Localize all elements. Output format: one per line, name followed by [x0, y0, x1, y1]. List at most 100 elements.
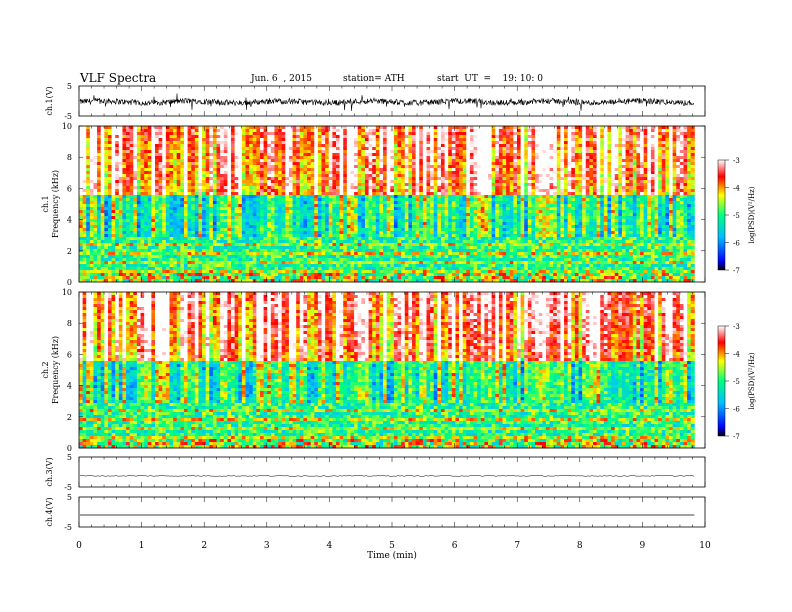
spectrogram-cell-1	[86, 264, 91, 268]
spectrogram-cell-1	[82, 237, 87, 241]
spectrogram-cell-1	[245, 156, 250, 160]
spectrogram-cell-1	[136, 252, 141, 256]
spectrogram-cell-1	[361, 186, 366, 190]
spectrogram-cell-1	[263, 246, 268, 250]
spectrogram-cell-1	[386, 159, 391, 163]
spectrogram-cell-1	[422, 135, 427, 139]
spectrogram-cell-1	[231, 186, 236, 190]
spectrogram-cell-1	[404, 165, 409, 169]
spectrogram-cell-1	[267, 192, 272, 196]
spectrogram-cell-1	[129, 183, 134, 187]
spectrogram-cell-1	[419, 159, 424, 163]
spectrogram-cell-1	[256, 270, 261, 274]
spectrogram-cell-1	[256, 150, 261, 154]
spectrogram-cell-1	[415, 129, 420, 133]
spectrogram-cell-1	[238, 201, 243, 205]
spectrogram-cell-1	[404, 219, 409, 223]
spectrogram-cell-1	[249, 141, 254, 145]
spectrogram-cell-1	[383, 228, 388, 232]
spectrogram-cell-1	[267, 207, 272, 211]
spectrogram-cell-1	[162, 213, 167, 217]
spectrogram-cell-1	[89, 276, 94, 280]
spectrogram-cell-1	[82, 255, 87, 259]
spectrogram-cell-1	[245, 198, 250, 202]
spectrogram-cell-1	[86, 186, 91, 190]
spectrogram-cell-1	[390, 261, 395, 265]
spectrogram-cell-1	[97, 126, 102, 130]
spectrogram-cell-1	[314, 204, 319, 208]
spectrogram-cell-1	[122, 243, 127, 247]
spectrogram-cell-1	[205, 129, 210, 133]
spectrogram-cell-1	[205, 249, 210, 253]
spectrogram-cell-1	[136, 249, 141, 253]
spectrogram-cell-1	[202, 270, 207, 274]
spectrogram-cell-1	[205, 150, 210, 154]
spectrogram-cell-1	[209, 222, 214, 226]
spectrogram-cell-1	[144, 129, 149, 133]
spectrogram-cell-1	[176, 228, 181, 232]
spectrogram-cell-1	[332, 150, 337, 154]
spectrogram-cell-1	[317, 141, 322, 145]
spectrogram-cell-1	[404, 192, 409, 196]
spectrogram-cell-1	[299, 267, 304, 271]
spectrogram-cell-1	[332, 168, 337, 172]
spectrogram-cell-1	[332, 210, 337, 214]
spectrogram-cell-1	[198, 249, 203, 253]
spectrogram-cell-1	[151, 195, 156, 199]
spectrogram-cell-1	[379, 177, 384, 181]
spectrogram-cell-1	[386, 252, 391, 256]
spectrogram-cell-1	[155, 246, 160, 250]
spectrogram-cell-1	[419, 216, 424, 220]
spectrogram-cell-1	[281, 132, 286, 136]
spectrogram-cell-1	[339, 195, 344, 199]
spectrogram-cell-1	[412, 270, 417, 274]
spectrogram-cell-1	[93, 219, 98, 223]
spectrogram-cell-1	[372, 273, 377, 277]
spectrogram-cell-1	[194, 249, 199, 253]
spectrogram-cell-1	[140, 153, 145, 157]
spectrogram-cell-1	[364, 243, 369, 247]
spectrogram-cell-1	[249, 276, 254, 280]
spectrogram-cell-1	[205, 207, 210, 211]
spectrogram-cell-1	[209, 213, 214, 217]
spectrogram-cell-1	[104, 261, 109, 265]
spectrogram-cell-1	[249, 252, 254, 256]
spectrogram-cell-1	[122, 132, 127, 136]
spectrogram-cell-1	[100, 162, 105, 166]
spectrogram-cell-1	[303, 174, 308, 178]
spectrogram-cell-1	[336, 156, 341, 160]
spectrogram-cell-1	[317, 162, 322, 166]
spectrogram-cell-1	[194, 192, 199, 196]
spectrogram-cell-1	[350, 276, 355, 280]
spectrogram-cell-1	[390, 180, 395, 184]
spectrogram-cell-1	[288, 258, 293, 262]
spectrogram-cell-1	[212, 231, 217, 235]
spectrogram-cell-1	[241, 132, 246, 136]
spectrogram-cell-1	[231, 180, 236, 184]
spectrogram-cell-1	[194, 180, 199, 184]
spectrogram-cell-1	[165, 189, 170, 193]
spectrogram-cell-1	[216, 126, 221, 130]
spectrogram-cell-1	[100, 198, 105, 202]
spectrogram-cell-1	[303, 156, 308, 160]
spectrogram-cell-1	[100, 129, 105, 133]
spectrogram-cell-1	[281, 141, 286, 145]
spectrogram-cell-1	[317, 192, 322, 196]
spectrogram-cell-1	[238, 174, 243, 178]
spectrogram-cell-1	[274, 213, 279, 217]
spectrogram-cell-1	[372, 129, 377, 133]
spectrogram-cell-1	[415, 198, 420, 202]
spectrogram-cell-1	[274, 141, 279, 145]
spectrogram-cell-1	[209, 216, 214, 220]
spectrogram-cell-1	[256, 180, 261, 184]
spectrogram-cell-1	[412, 252, 417, 256]
spectrogram-cell-1	[231, 141, 236, 145]
spectrogram-cell-1	[393, 258, 398, 262]
spectrogram-cell-1	[249, 189, 254, 193]
spectrogram-cell-1	[136, 264, 141, 268]
spectrogram-cell-1	[364, 147, 369, 151]
spectrogram-cell-1	[227, 192, 232, 196]
spectrogram-cell-1	[383, 213, 388, 217]
spectrogram-cell-1	[296, 186, 301, 190]
spectrogram-cell-1	[176, 252, 181, 256]
